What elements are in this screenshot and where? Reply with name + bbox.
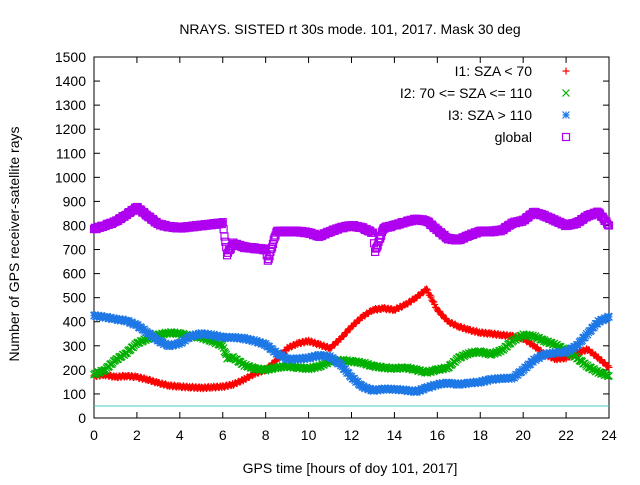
x-tick-label: 4 — [176, 427, 184, 443]
y-tick-label: 1400 — [55, 73, 86, 89]
y-axis-label: Number of GPS receiver-satellite rays — [6, 127, 22, 362]
x-axis-label: GPS time [hours of doy 101, 2017] — [243, 460, 458, 476]
y-tick-label: 1200 — [55, 121, 86, 137]
y-tick-label: 0 — [78, 410, 86, 426]
x-tick-label: 6 — [219, 427, 227, 443]
data-point — [217, 219, 226, 229]
x-tick-label: 2 — [133, 427, 141, 443]
data-point — [423, 285, 431, 293]
legend-marker — [561, 132, 571, 142]
data-point — [605, 363, 613, 371]
data-point — [267, 244, 276, 254]
series-4 — [89, 202, 614, 265]
series-3 — [90, 310, 613, 397]
data-point — [217, 340, 225, 349]
y-tick-label: 300 — [63, 338, 87, 354]
data-point — [423, 286, 431, 294]
data-point — [376, 234, 385, 243]
y-tick-label: 800 — [63, 217, 87, 233]
y-tick-label: 600 — [63, 266, 87, 282]
x-tick-label: 12 — [344, 427, 360, 443]
y-tick-label: 200 — [63, 362, 87, 378]
legend: I1: SZA < 70 I2: 70 <= SZA <= 110 I3: SZA … — [400, 63, 571, 145]
plot-layer — [89, 202, 614, 407]
legend-label: I1: SZA < 70 — [455, 63, 533, 79]
legend-label: I2: 70 <= SZA <= 110 — [400, 85, 532, 101]
x-tick-label: 8 — [262, 427, 270, 443]
data-point — [604, 221, 614, 230]
x-tick-label: 14 — [387, 427, 403, 443]
legend-marker — [562, 89, 570, 97]
x-tick-label: 0 — [90, 427, 98, 443]
y-tick-label: 900 — [63, 193, 87, 209]
x-tick-label: 20 — [515, 427, 531, 443]
y-tick-label: 700 — [63, 242, 87, 258]
axes-layer: 0100200300400500600700800900100011001200… — [55, 49, 617, 443]
y-tick-label: 400 — [63, 314, 87, 330]
data-point — [341, 365, 350, 374]
data-point — [603, 219, 612, 228]
data-point — [368, 228, 378, 237]
data-point — [605, 312, 613, 321]
data-point — [220, 232, 229, 241]
data-point — [439, 311, 447, 319]
y-tick-label: 1000 — [55, 169, 86, 185]
data-point — [372, 243, 381, 252]
data-point — [605, 371, 613, 380]
legend-label: global — [495, 129, 532, 145]
y-tick-label: 1100 — [56, 145, 86, 161]
y-tick-label: 1500 — [55, 49, 86, 65]
x-tick-label: 22 — [558, 427, 574, 443]
data-point — [366, 226, 375, 236]
y-tick-label: 100 — [63, 386, 87, 402]
data-point — [263, 256, 272, 265]
x-tick-label: 10 — [301, 427, 317, 443]
x-tick-label: 24 — [601, 427, 617, 443]
legend-label: I3: SZA > 110 — [448, 107, 532, 123]
x-tick-label: 18 — [472, 427, 488, 443]
chart-title: NRAYS. SISTED rt 30s mode. 101, 2017. Ma… — [179, 21, 520, 37]
data-point — [427, 293, 435, 301]
legend-marker — [562, 67, 570, 75]
legend-marker — [562, 111, 570, 119]
x-tick-label: 16 — [430, 427, 446, 443]
y-tick-label: 500 — [63, 290, 87, 306]
y-tick-label: 1300 — [55, 97, 86, 113]
